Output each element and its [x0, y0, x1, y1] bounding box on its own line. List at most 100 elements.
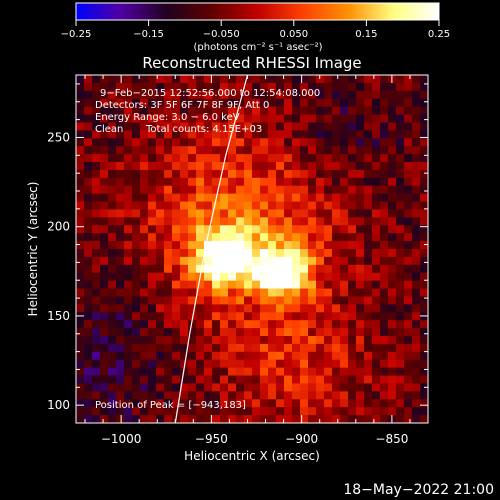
heatmap-cell [116, 75, 125, 84]
heatmap-cell [396, 375, 405, 385]
heatmap-cell [284, 225, 293, 234]
heatmap-cell [404, 90, 413, 100]
heatmap-cell [380, 146, 389, 155]
heatmap-cell [348, 225, 357, 234]
heatmap-cell [116, 383, 125, 392]
heatmap-cell [228, 82, 237, 92]
heatmap-cell [260, 241, 269, 250]
heatmap-cell [364, 359, 373, 369]
heatmap-cell [204, 296, 213, 305]
heatmap-cell [348, 407, 357, 416]
heatmap-cell [148, 106, 157, 116]
heatmap-cell [388, 383, 397, 392]
heatmap-cell [316, 312, 325, 321]
heatmap-cell [292, 225, 301, 234]
heatmap-cell [324, 367, 333, 377]
heatmap-cell [204, 272, 213, 282]
heatmap-cell [132, 249, 141, 258]
heatmap-cell [308, 98, 317, 108]
heatmap-cell [228, 336, 237, 345]
heatmap-cell [132, 256, 141, 266]
heatmap-cell [332, 359, 341, 369]
heatmap-cell [300, 304, 309, 313]
heatmap-cell [300, 185, 309, 195]
heatmap-cell [404, 383, 413, 392]
heatmap-cell [260, 296, 269, 305]
heatmap-cell [420, 264, 428, 274]
heatmap-cell [356, 272, 365, 282]
heatmap-cell [316, 75, 325, 84]
heatmap-cell [356, 154, 365, 163]
heatmap-cell [156, 320, 165, 329]
heatmap-cell [380, 328, 389, 337]
heatmap-cell [364, 122, 373, 131]
heatmap-cell [188, 201, 197, 211]
heatmap-cell [348, 130, 357, 139]
heatmap-cell [148, 225, 157, 234]
heatmap-cell [380, 367, 389, 377]
heatmap-cell [420, 193, 428, 203]
heatmap-cell [388, 106, 397, 116]
heatmap-cell [108, 336, 117, 345]
heatmap-cell [364, 177, 373, 187]
heatmap-cell [356, 264, 365, 274]
heatmap-cell [180, 217, 189, 226]
heatmap-cell [116, 90, 125, 100]
heatmap-cell [260, 177, 269, 187]
heatmap-cell [244, 415, 253, 423]
heatmap-cell [204, 383, 213, 392]
heatmap-cell [84, 407, 93, 416]
heatmap-cell [156, 383, 165, 392]
heatmap-cell [412, 359, 421, 369]
heatmap-cell [228, 249, 237, 258]
heatmap-cell [388, 249, 397, 258]
heatmap-cell [164, 225, 173, 234]
heatmap-cell [124, 383, 133, 392]
heatmap-cell [388, 98, 397, 108]
heatmap-cell [300, 343, 309, 353]
heatmap-cell [284, 201, 293, 211]
heatmap-cell [76, 320, 85, 329]
heatmap-cell [108, 138, 117, 147]
heatmap-cell [172, 272, 181, 282]
heatmap-cell [92, 82, 101, 92]
heatmap-cell [172, 336, 181, 345]
heatmap-cell [364, 399, 373, 408]
heatmap-cell [316, 399, 325, 408]
heatmap-cell [180, 169, 189, 179]
heatmap-cell [276, 154, 285, 163]
heatmap-cell [356, 90, 365, 100]
heatmap-cell [380, 177, 389, 187]
heatmap-cell [268, 375, 277, 385]
heatmap-cell [268, 130, 277, 139]
heatmap-cell [252, 122, 261, 131]
heatmap-cell [188, 359, 197, 369]
heatmap-cell [268, 162, 277, 171]
heatmap-cell [292, 407, 301, 416]
heatmap-cell [116, 177, 125, 187]
heatmap-cell [172, 304, 181, 313]
heatmap-cell [324, 407, 333, 416]
heatmap-cell [140, 375, 149, 385]
heatmap-cell [252, 162, 261, 171]
heatmap-cell [412, 280, 421, 290]
heatmap-cell [412, 407, 421, 416]
heatmap-cell [412, 391, 421, 400]
heatmap-cell [404, 336, 413, 345]
x-tick-label: −900 [285, 432, 318, 446]
heatmap-cell [276, 312, 285, 321]
heatmap-cell [348, 304, 357, 313]
heatmap-cell [340, 185, 349, 195]
heatmap-cell [268, 154, 277, 163]
heatmap-cell [244, 122, 253, 131]
heatmap-cell [356, 351, 365, 361]
heatmap-cell [412, 106, 421, 116]
heatmap-cell [380, 106, 389, 116]
heatmap-cell [396, 130, 405, 139]
heatmap-cell [148, 177, 157, 187]
heatmap-cell [212, 351, 221, 361]
heatmap-cell [324, 391, 333, 400]
heatmap-cell [180, 241, 189, 250]
heatmap-cell [156, 407, 165, 416]
heatmap-cell [148, 138, 157, 147]
